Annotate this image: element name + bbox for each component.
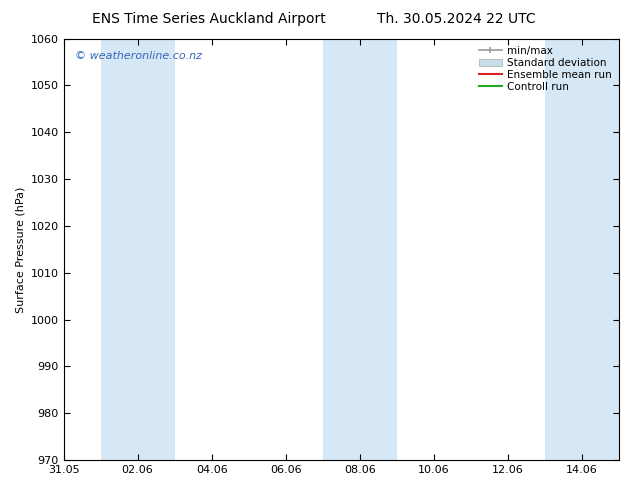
Text: © weatheronline.co.nz: © weatheronline.co.nz (75, 51, 202, 61)
Text: ENS Time Series Auckland Airport: ENS Time Series Auckland Airport (93, 12, 326, 26)
Text: Th. 30.05.2024 22 UTC: Th. 30.05.2024 22 UTC (377, 12, 536, 26)
Bar (101, 39, 174, 460)
Bar (545, 39, 619, 460)
Legend: min/max, Standard deviation, Ensemble mean run, Controll run: min/max, Standard deviation, Ensemble me… (477, 44, 614, 94)
Y-axis label: Surface Pressure (hPa): Surface Pressure (hPa) (15, 186, 25, 313)
Bar (323, 39, 397, 460)
